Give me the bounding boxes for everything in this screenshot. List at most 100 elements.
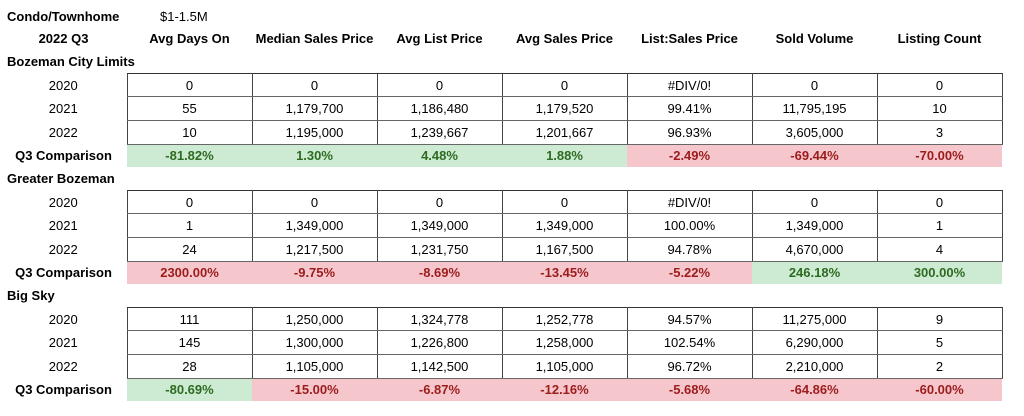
- table-cell: 1,252,778: [501, 306, 628, 332]
- comparison-row: Q3 Comparison 2300.00% -9.75% -8.69% -13.45%…: [0, 261, 1002, 285]
- comparison-label: Q3 Comparison: [15, 382, 112, 398]
- comparison-cell-good: 1.30%: [252, 144, 377, 168]
- table-row: 2020 0 0 0 0 #DIV/0! 0 0: [0, 189, 1003, 215]
- comparison-label: Q3 Comparison: [15, 265, 112, 281]
- comparison-row: Q3 Comparison -81.82% 1.30% 4.48% 1.88% -2.49…: [0, 144, 1002, 168]
- table-cell: 1,300,000: [251, 330, 378, 355]
- table-row: 2022 10 1,195,000 1,239,667 1,201,667 96.93% 3…: [0, 119, 1003, 145]
- section-title: Bozeman City Limits: [7, 53, 135, 69]
- table-cell: 1,201,667: [501, 119, 628, 145]
- column-header: Avg List Price: [396, 31, 483, 47]
- year-label: 2020: [48, 77, 78, 93]
- table-cell: 11,795,195: [751, 96, 878, 121]
- table-cell: 99.41%: [626, 96, 753, 121]
- table-cell: 0: [751, 189, 878, 215]
- table-cell: 1,195,000: [251, 119, 378, 145]
- table-cell: 1,324,778: [376, 306, 503, 332]
- comparison-cell-bad: -60.00%: [877, 378, 1002, 402]
- table-cell: 0: [251, 189, 378, 215]
- table-cell: 0: [501, 72, 628, 98]
- category-title: Condo/Townhome: [7, 8, 120, 24]
- comparison-cell-bad: -12.16%: [502, 378, 627, 402]
- table-row: 2020 111 1,250,000 1,324,778 1,252,778 94.57%…: [0, 306, 1003, 332]
- table-cell: 4,670,000: [751, 236, 878, 262]
- table-cell: 1,349,000: [501, 213, 628, 238]
- table-cell: 94.57%: [626, 306, 753, 332]
- comparison-cell-bad: -70.00%: [877, 144, 1002, 168]
- table-cell: 1,167,500: [501, 236, 628, 262]
- table-cell: 0: [251, 72, 378, 98]
- year-label: 2021: [48, 335, 78, 351]
- table-cell: 2: [876, 353, 1003, 379]
- year-label: 2022: [48, 358, 78, 374]
- column-header: Sold Volume: [775, 31, 854, 47]
- comparison-cell-good: -81.82%: [127, 144, 252, 168]
- column-header: Listing Count: [897, 31, 982, 47]
- comparison-cell-good: -80.69%: [127, 378, 252, 402]
- table-row: 2021 145 1,300,000 1,226,800 1,258,000 102.54…: [0, 330, 1003, 355]
- table-cell: 24: [126, 236, 253, 262]
- table-cell: 1,179,520: [501, 96, 628, 121]
- table-cell: 96.72%: [626, 353, 753, 379]
- table-cell: 1,239,667: [376, 119, 503, 145]
- year-label: 2021: [48, 218, 78, 234]
- table-cell: 55: [126, 96, 253, 121]
- table-row: 2021 55 1,179,700 1,186,480 1,179,520 99.41% 1…: [0, 96, 1003, 121]
- comparison-cell-bad: -9.75%: [252, 261, 377, 285]
- comparison-cell-bad: -5.22%: [627, 261, 752, 285]
- table-cell: 1,186,480: [376, 96, 503, 121]
- table-cell: 1,349,000: [376, 213, 503, 238]
- year-label: 2020: [48, 311, 78, 327]
- table-cell: 0: [376, 72, 503, 98]
- table-row: 2021 1 1,349,000 1,349,000 1,349,000 100.00% 1…: [0, 213, 1003, 238]
- section-row: Bozeman City Limits: [0, 50, 1002, 73]
- table-row: 2022 24 1,217,500 1,231,750 1,167,500 94.78% 4…: [0, 236, 1003, 262]
- table-cell: 5: [876, 330, 1003, 355]
- table-cell: 102.54%: [626, 330, 753, 355]
- table-cell: 1,349,000: [751, 213, 878, 238]
- table-cell: 10: [126, 119, 253, 145]
- table-cell: 1: [126, 213, 253, 238]
- comparison-cell-bad: -2.49%: [627, 144, 752, 168]
- table-cell: 111: [126, 306, 253, 332]
- table-cell: 94.78%: [626, 236, 753, 262]
- comparison-cell-bad: -5.68%: [627, 378, 752, 402]
- period-label: 2022 Q3: [38, 31, 89, 47]
- comparison-cell-bad: -69.44%: [752, 144, 877, 168]
- table-cell: 1,142,500: [376, 353, 503, 379]
- section-title: Greater Bozeman: [7, 170, 115, 186]
- table-cell: 1,105,000: [251, 353, 378, 379]
- table-cell: 1,179,700: [251, 96, 378, 121]
- price-range: $1-1.5M: [160, 8, 208, 24]
- table-cell: 96.93%: [626, 119, 753, 145]
- table-cell: 0: [126, 189, 253, 215]
- year-label: 2022: [48, 241, 78, 257]
- table-cell: 1: [876, 213, 1003, 238]
- column-header: List:Sales Price: [641, 31, 738, 47]
- table-cell: 145: [126, 330, 253, 355]
- comparison-label: Q3 Comparison: [15, 148, 112, 164]
- table-cell: 1,217,500: [251, 236, 378, 262]
- comparison-cell-bad: -64.86%: [752, 378, 877, 402]
- table-cell: 1,226,800: [376, 330, 503, 355]
- comparison-cell-bad: 2300.00%: [127, 261, 252, 285]
- column-header: Avg Sales Price: [515, 31, 614, 47]
- comparison-cell-good: 1.88%: [502, 144, 627, 168]
- table-row: 2020 0 0 0 0 #DIV/0! 0 0: [0, 72, 1003, 98]
- table-cell: 28: [126, 353, 253, 379]
- table-cell: 2,210,000: [751, 353, 878, 379]
- table-cell: #DIV/0!: [626, 189, 753, 215]
- comparison-cell-bad: -15.00%: [252, 378, 377, 402]
- section-row: Greater Bozeman: [0, 167, 1002, 190]
- table-cell: 3,605,000: [751, 119, 878, 145]
- table-cell: 0: [876, 72, 1003, 98]
- title-row: Condo/Townhome $1-1.5M: [0, 5, 1002, 28]
- table-cell: 1,258,000: [501, 330, 628, 355]
- year-label: 2020: [48, 194, 78, 210]
- table-cell: #DIV/0!: [626, 72, 753, 98]
- section-row: Big Sky: [0, 284, 1002, 307]
- table-cell: 100.00%: [626, 213, 753, 238]
- market-stats-table: Condo/Townhome $1-1.5M 2022 Q3 Avg Days …: [0, 5, 1003, 402]
- table-cell: 3: [876, 119, 1003, 145]
- table-cell: 9: [876, 306, 1003, 332]
